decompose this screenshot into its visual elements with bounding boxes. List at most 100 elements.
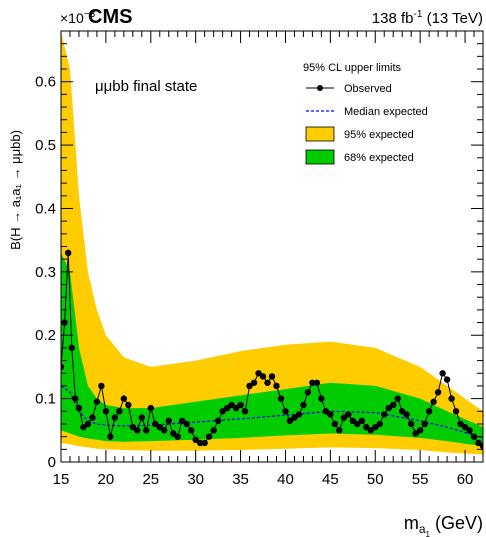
observed-point: [336, 427, 343, 434]
observed-point: [138, 414, 146, 421]
observed-point: [205, 433, 213, 440]
observed-point: [439, 370, 446, 377]
observed-point: [72, 395, 79, 402]
observed-point: [129, 423, 137, 431]
x-tick-labels: 15 20 25 30 35 40 45 50 55 60: [53, 471, 474, 488]
y-exponent: ×10−3: [60, 9, 96, 26]
observed-point: [385, 404, 392, 412]
observed-point: [282, 408, 289, 415]
legend-95-swatch: [305, 126, 335, 142]
x-tick-label: 40: [277, 471, 294, 488]
observed-point: [475, 439, 482, 447]
observed-point: [61, 363, 65, 371]
observed-point: [183, 420, 190, 428]
legend-95-label: 95% expected: [344, 129, 414, 141]
observed-point: [434, 389, 442, 396]
observed-point: [64, 249, 72, 257]
observed-point: [201, 439, 208, 447]
observed-point: [273, 382, 280, 390]
legend-68-label: 68% expected: [344, 152, 414, 164]
observed-point: [313, 379, 321, 386]
observed-point: [452, 408, 460, 415]
observed-point: [295, 411, 303, 418]
observed-point: [358, 417, 365, 425]
observed-point: [354, 420, 361, 428]
observed-point: [165, 417, 172, 425]
observed-point: [466, 427, 473, 434]
observed-point: [152, 420, 159, 428]
observed-point: [228, 401, 235, 409]
observed-point: [376, 420, 383, 428]
observed-point: [214, 417, 222, 425]
observed-point: [470, 433, 478, 440]
observed-point: [264, 379, 271, 386]
observed-point: [187, 427, 195, 434]
observed-point: [425, 408, 433, 415]
observed-point: [291, 414, 298, 421]
y-tick-label: 0.6: [35, 74, 56, 91]
observed-point: [331, 420, 339, 428]
y-tick-label: 0.5: [35, 137, 56, 154]
observed-point: [309, 379, 316, 386]
y-axis-title: B(H → a₁a₁ → μμbb): [8, 130, 23, 250]
observed-point: [174, 433, 181, 440]
x-axis-title: ma1 (GeV): [404, 513, 483, 537]
observed-point: [398, 408, 406, 415]
observed-point: [116, 408, 123, 415]
observed-points: [61, 249, 483, 450]
observed-point: [457, 420, 464, 428]
band-68-expected: [61, 252, 483, 447]
median-expected-line: [61, 385, 483, 439]
observed-point: [394, 395, 401, 402]
observed-point: [143, 427, 150, 434]
observed-point: [461, 423, 469, 431]
legend-title: 95% CL upper limits: [303, 62, 402, 74]
final-state-annotation: μμbb final state: [95, 78, 197, 95]
observed-point: [179, 417, 186, 425]
observed-point: [259, 373, 267, 380]
observed-point: [196, 439, 204, 447]
observed-point: [479, 442, 483, 450]
observed-point: [412, 430, 419, 437]
observed-point: [268, 373, 276, 380]
observed-point: [403, 411, 410, 418]
observed-point: [318, 395, 325, 402]
observed-point: [381, 411, 388, 418]
observed-point: [421, 420, 428, 428]
observed-point: [241, 408, 249, 415]
x-tick-label: 35: [232, 471, 249, 488]
observed-point: [120, 395, 128, 402]
observed-point: [407, 420, 415, 428]
y-tick-label: 0.2: [35, 327, 56, 344]
x-tick-label: 50: [367, 471, 384, 488]
observed-point: [223, 404, 231, 412]
observed-point: [147, 404, 154, 412]
observed-point: [102, 408, 110, 415]
x-tick-label: 55: [412, 471, 429, 488]
observed-point: [89, 414, 96, 421]
observed-point: [192, 436, 199, 444]
observed-point: [210, 427, 217, 434]
observed-point: [93, 398, 101, 405]
y-tick-labels: 0 0.1 0.2 0.3 0.4 0.5 0.6: [35, 74, 56, 471]
x-tick-label: 15: [53, 471, 70, 488]
x-tick-label: 60: [457, 471, 474, 488]
observed-point: [304, 389, 312, 396]
legend-68-swatch: [305, 149, 335, 165]
observed-point: [111, 414, 119, 421]
observed-point: [416, 427, 424, 434]
y-tick-label: 0.3: [35, 264, 56, 281]
observed-point: [327, 411, 334, 418]
observed-point: [156, 423, 163, 431]
observed-point: [349, 417, 357, 425]
observed-point: [125, 401, 132, 409]
observed-point: [237, 401, 244, 409]
observed-point: [98, 382, 105, 390]
observed-point: [219, 408, 226, 415]
observed-point: [84, 420, 92, 428]
x-tick-label: 20: [98, 471, 115, 488]
observed-point: [80, 423, 87, 431]
x-tick-label: 25: [142, 471, 159, 488]
observed-point: [75, 404, 83, 412]
observed-point: [161, 427, 168, 434]
